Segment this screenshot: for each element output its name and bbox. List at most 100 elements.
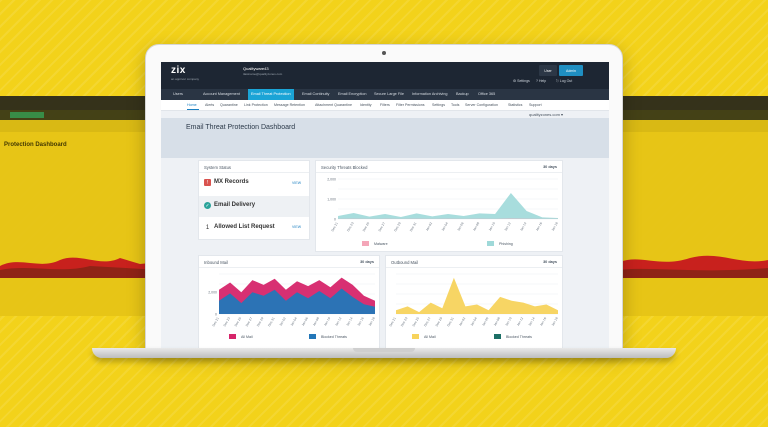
nav-information-archiving[interactable]: Information Archiving [412,92,448,96]
legend-label-malware: Malware [374,242,388,246]
subnav-statistics[interactable]: Statistics [508,103,523,107]
status-label-delivery: Email Delivery [214,202,256,208]
subnav-server-configuration[interactable]: Server Configuration [465,103,498,107]
x-tick-label: Jan 04 [441,221,449,231]
warning-icon: ! [204,179,211,186]
inbound-mail-period: 30 days [360,260,374,264]
x-tick-label: Dec 21 [330,221,339,232]
status-row-allowed[interactable]: 1 Allowed List Request VIEW [199,218,309,239]
domain-select[interactable]: qualityzones.com ▾ [529,112,564,117]
nav-email-encryption[interactable]: Email Encryption [338,92,367,96]
nav-email-continuity[interactable]: Email Continuity [302,92,330,96]
laptop-notch [353,348,415,352]
x-tick-label: Jan 08 [493,316,501,326]
y-tick-label: 1,000 [327,198,336,202]
inbound-mail-card: Inbound Mail 30 days 2,000 0 Dec 21 Dec 23 D… [198,255,380,353]
nav-users[interactable]: Users [173,92,183,96]
x-tick-label: Jan 02 [425,221,433,231]
top-bar: zix an appriver company Qualityware43 tl… [161,62,609,89]
laptop-frame: zix an appriver company Qualityware43 tl… [145,44,623,353]
status-row-delivery[interactable]: ✓ Email Delivery [199,196,309,217]
x-tick-label: Dec 25 [234,316,243,327]
subnav-alerts[interactable]: Alerts [205,103,215,107]
nav-backup[interactable]: Backup [456,92,469,96]
x-tick-label: Jan 12 [516,316,524,326]
subnav-message-retention[interactable]: Message Retention [274,103,305,107]
user-button[interactable]: User [539,65,557,76]
admin-button[interactable]: Admin [559,65,583,76]
subnav-identity[interactable]: Identity [360,103,372,107]
subnav-support[interactable]: Support [529,103,542,107]
legend-swatch-phishing [487,241,494,246]
x-tick-label: Jan 04 [290,316,298,326]
security-threats-title: Security Threats Blocked [321,165,368,170]
view-allowed-link[interactable]: VIEW [292,225,301,229]
x-tick-label: Jan 10 [323,316,331,326]
nav-email-threat-protection[interactable]: Email Threat Protection [248,89,294,100]
subnav-link-protection[interactable]: Link Protection [244,103,268,107]
outbound-mail-card: Outbound Mail 30 days Dec 21 Dec 23 Dec 25… [385,255,563,353]
y-tick-label: 0 [215,313,217,317]
x-tick-label: Jan 18 [551,221,559,231]
subnav-quarantine[interactable]: Quarantine [220,103,238,107]
status-label-allowed: Allowed List Request [214,224,275,230]
account-name: Qualityware43 [243,66,269,71]
subnav-home[interactable]: Home [187,103,197,107]
legend-label-phishing: Phishing [499,242,513,246]
legend-swatch-outbound-blocked [494,334,501,339]
nav-secure-large-file[interactable]: Secure Large File [374,92,404,96]
x-tick-label: Dec 31 [267,316,276,327]
settings-link[interactable]: ⚙ Settings [513,79,530,83]
view-mx-link[interactable]: VIEW [292,181,301,185]
outbound-mail-period: 30 days [543,260,557,264]
x-tick-label: Jan 12 [503,221,511,231]
series-area-all-mail [396,277,558,314]
y-tick-label: 0 [334,218,336,222]
subnav-settings[interactable]: Settings [432,103,445,107]
x-tick-label: Dec 31 [409,221,418,232]
subnav-filters[interactable]: Filters [380,103,390,107]
x-tick-label: Dec 25 [362,221,371,232]
chevron-down-icon: ▾ [561,112,564,117]
page-title: Email Threat Protection Dashboard [186,124,296,131]
x-tick-label: Jan 02 [278,316,286,326]
laptop-screen: zix an appriver company Qualityware43 tl… [161,62,609,353]
legend-label-outbound-blocked: Blocked Threats [506,335,532,339]
x-tick-label: Dec 23 [400,316,409,327]
help-icon: ? [536,79,538,83]
status-label-mx: MX Records [214,179,249,185]
help-link[interactable]: ? Help [536,79,547,83]
logout-link[interactable]: ⎋ Log Out [556,79,573,83]
laptop-base [92,348,676,358]
x-tick-label: Dec 21 [388,316,397,327]
x-tick-label: Jan 06 [456,221,464,231]
subnav-attachment-quarantine[interactable]: Attachment Quarantine [315,103,352,107]
system-status-title: System Status [204,165,231,170]
sub-nav: Home Alerts Quarantine Link Protection M… [161,100,609,111]
x-tick-label: Dec 27 [245,316,254,327]
account-email: tlastname@qualityzones.com [243,72,283,76]
background-dashboard-left: Protection Dashboard [0,96,160,316]
subnav-filter-permissions[interactable]: Filter Permissions [396,103,425,107]
zix-logo[interactable]: zix [171,65,186,76]
subnav-tools[interactable]: Tools [451,103,460,107]
legend-swatch-inbound-all [229,334,236,339]
x-tick-label: Jan 16 [356,316,364,326]
nav-account-management[interactable]: Account Management [203,92,240,96]
x-tick-label: Dec 27 [423,316,432,327]
camera-dot [382,51,386,55]
gear-icon: ⚙ [513,79,517,83]
main-nav: Users Account Management Email Threat Pr… [161,89,609,100]
x-tick-label: Dec 23 [346,221,355,232]
x-tick-label: Dec 21 [211,316,220,327]
legend-label-inbound-all: All Mail [241,335,253,339]
x-tick-label: Jan 16 [535,221,543,231]
legend-label-inbound-blocked: Blocked Threats [321,335,347,339]
x-tick-label: Dec 29 [435,316,444,327]
nav-office-365[interactable]: Office 365 [478,92,496,96]
status-row-mx[interactable]: ! MX Records VIEW [199,173,309,194]
x-tick-label: Dec 23 [222,316,231,327]
x-tick-label: Jan 08 [312,316,320,326]
